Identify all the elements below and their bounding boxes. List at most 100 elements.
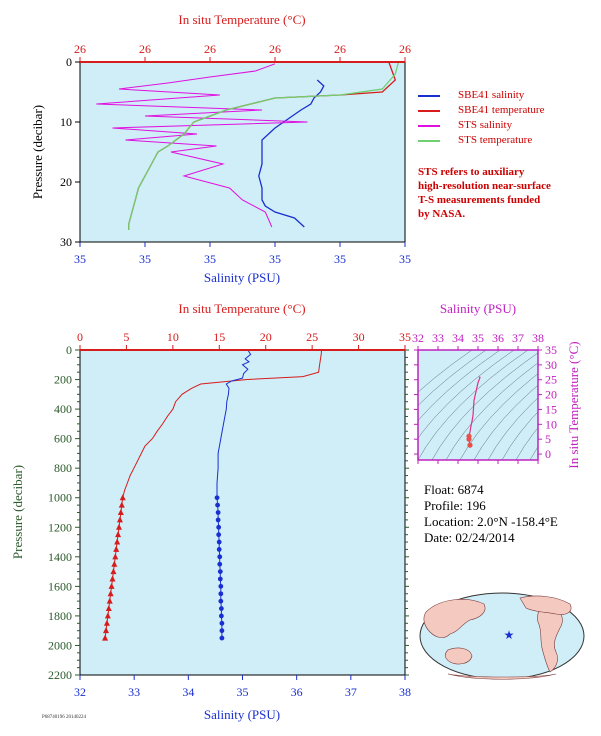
note-line: high-resolution near-surface <box>418 180 551 192</box>
salinity-marker <box>215 502 220 508</box>
map-land-antarctica <box>447 673 557 680</box>
bottom-temp-tick-label: 20 <box>260 330 272 344</box>
ts-temp-tick-label: 5 <box>545 432 551 446</box>
top-series-line-3 <box>128 61 400 230</box>
ts-density-contours <box>418 350 538 460</box>
ts-sal-tick-label: 34 <box>452 331 464 345</box>
ts-density-contour <box>501 411 538 460</box>
top-temp-tick-label: 26 <box>334 42 346 56</box>
legend-item-sts-salinity: STS salinity <box>418 118 598 133</box>
top-temp-tick-label: 26 <box>399 42 411 56</box>
ts-series-group <box>466 376 481 448</box>
top-sal-tick-label: 35 <box>139 252 151 266</box>
ts-top-axis-label: Salinity (PSU) <box>440 301 516 316</box>
bottom-temp-tick-label: 25 <box>306 330 318 344</box>
salinity-marker <box>217 561 223 567</box>
ts-density-contour <box>431 352 538 460</box>
salinity-marker <box>216 532 222 538</box>
ts-sal-tick-label: 32 <box>412 331 424 345</box>
legend-swatch <box>418 94 440 97</box>
ts-right-axis-label: In situ Temperature (°C) <box>566 341 581 468</box>
salinity-marker <box>216 539 222 545</box>
top-sal-tick-label: 35 <box>334 252 346 266</box>
float-location: Location: 2.0°N -158.4°E <box>424 514 558 529</box>
legend-label: SBE41 temperature <box>458 104 545 116</box>
ts-deep-marker <box>466 436 472 442</box>
temperature-marker <box>105 605 112 612</box>
legend-label: SBE41 salinity <box>458 89 525 101</box>
ts-temp-tick-label: 20 <box>545 388 557 402</box>
salinity-marker <box>217 554 223 560</box>
salinity-marker <box>218 613 224 619</box>
temperature-marker <box>116 523 122 530</box>
legend-item-sbe41-temperature: SBE41 temperature <box>418 103 598 118</box>
world-map-icon: ★ <box>419 592 585 680</box>
top-sal-tick-label: 35 <box>204 252 216 266</box>
note-line: by NASA. <box>418 208 466 220</box>
legend-item-sts-temperature: STS temperature <box>418 133 598 148</box>
bottom-panel-bottom-axis-label: Salinity (PSU) <box>204 707 280 722</box>
bottom-sal-tick-label: 34 <box>182 685 194 699</box>
bottom-pressure-tick-label: 2200 <box>48 668 72 682</box>
bottom-axis-ticks: 0 5 10 15 20 25 30 35 32 33 34 35 36 37 38 0 200 400 600 80… <box>48 330 411 699</box>
bottom-panel-top-axis-label: In situ Temperature (°C) <box>178 301 305 316</box>
salinity-marker <box>217 576 223 582</box>
bottom-sal-tick-label: 38 <box>399 685 411 699</box>
top-pressure-tick-label: 20 <box>60 175 72 189</box>
temperature-marker <box>119 494 126 501</box>
bottom-series-group <box>102 349 322 641</box>
top-temp-tick-label: 26 <box>269 42 281 56</box>
temperature-marker <box>118 501 125 508</box>
ts-sal-tick-label: 33 <box>432 331 444 345</box>
temperature-marker <box>107 590 114 597</box>
map-land-americas <box>537 603 563 673</box>
top-sal-tick-label: 35 <box>399 252 411 266</box>
bottom-pressure-tick-label: 1400 <box>48 550 72 564</box>
top-pressure-tick-label: 10 <box>60 115 72 129</box>
bottom-temp-tick-label: 15 <box>213 330 225 344</box>
temperature-marker <box>103 627 109 634</box>
temperature-marker <box>102 634 109 641</box>
salinity-marker <box>216 524 222 530</box>
ts-sal-tick-label: 36 <box>492 331 504 345</box>
map-land-asia <box>423 599 486 638</box>
note-line: T-S measurements funded <box>418 194 541 206</box>
ts-density-contour <box>418 350 529 460</box>
map-float-star-icon: ★ <box>504 628 515 642</box>
ts-temp-tick-label: 30 <box>545 358 557 372</box>
ts-temp-tick-label: 25 <box>545 373 557 387</box>
salinity-marker <box>215 517 221 523</box>
profile-date: Date: 02/24/2014 <box>424 530 515 545</box>
top-series-line-2 <box>96 63 308 228</box>
float-info: Float: 6874 Profile: 196 Location: 2.0°N… <box>424 482 594 546</box>
legend-swatch <box>418 139 440 142</box>
bottom-temp-tick-label: 10 <box>167 330 179 344</box>
salinity-marker <box>218 606 224 611</box>
salinity-marker <box>219 620 225 626</box>
temperature-marker <box>114 538 121 545</box>
bottom-pressure-tick-label: 0 <box>66 343 72 357</box>
ts-density-contour <box>459 373 538 460</box>
salinity-marker <box>214 495 220 501</box>
ts-temp-tick-label: 15 <box>545 402 557 416</box>
top-panel-y-axis-label: Pressure (decibar) <box>30 105 45 199</box>
top-sal-tick-label: 35 <box>269 252 281 266</box>
temperature-marker <box>106 597 113 604</box>
bottom-panel: 0 5 10 15 20 25 30 35 32 33 34 35 36 37 38 0 200 400 600 80… <box>10 301 411 722</box>
ts-temp-tick-label: 0 <box>545 447 551 461</box>
temperature-marker <box>112 553 119 560</box>
top-temp-tick-label: 26 <box>74 42 86 56</box>
profile-number: Profile: 196 <box>424 498 486 513</box>
bottom-sal-tick-label: 33 <box>128 685 140 699</box>
top-pressure-tick-label: 30 <box>60 235 72 249</box>
legend-label: STS salinity <box>458 119 513 131</box>
float-id: Float: 6874 <box>424 482 484 497</box>
salinity-marker <box>219 635 225 641</box>
bottom-pressure-tick-label: 800 <box>54 461 72 475</box>
temperature-marker <box>103 619 110 626</box>
sts-note: STS refers to auxiliary high-resolution … <box>418 165 598 221</box>
temperature-marker <box>104 612 111 619</box>
bottom-pressure-tick-label: 1600 <box>48 579 72 593</box>
